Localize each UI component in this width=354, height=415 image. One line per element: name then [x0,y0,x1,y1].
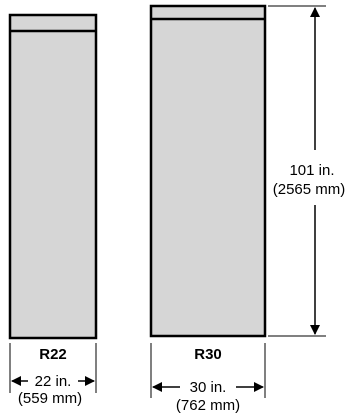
cabinet-r30 [149,4,267,338]
r22-width-dimension: R22 22 in. (559 mm) [9,343,97,407]
cabinet-r30-body [149,4,267,338]
r30-width-mm-label: (762 mm) [176,397,240,414]
r30-width-dimension: R30 30 in. (762 mm) [150,343,266,414]
r22-model-label: R22 [39,346,67,363]
r30-height-mm-label: (2565 mm) [273,181,346,198]
r30-height-in-label: 101 in. [289,162,334,179]
r22-width-in-label: 22 in. [35,373,72,390]
r30-height-dimension: 101 in. (2565 mm) [268,5,346,337]
r30-model-label: R30 [194,346,222,363]
r30-width-in-label: 30 in. [190,379,227,396]
cabinet-r22 [8,13,98,340]
cabinet-r22-body [8,13,98,340]
r22-width-mm-label: (559 mm) [18,390,82,407]
